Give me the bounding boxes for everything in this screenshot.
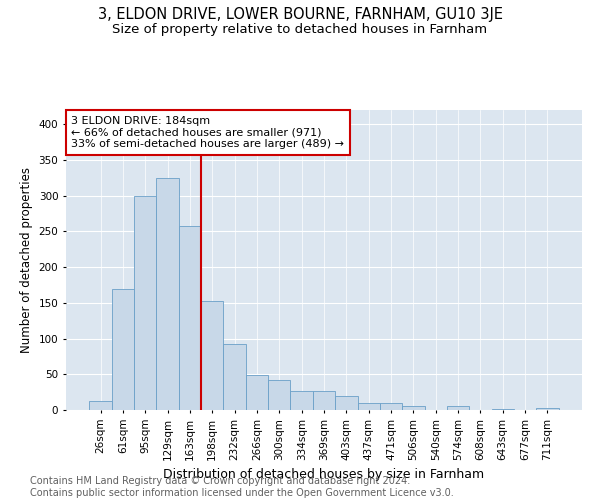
Text: Contains HM Land Registry data © Crown copyright and database right 2024.
Contai: Contains HM Land Registry data © Crown c… [30, 476, 454, 498]
Bar [268, 380, 290, 410]
Bar [179, 226, 201, 410]
X-axis label: Distribution of detached houses by size in Farnham: Distribution of detached houses by size … [163, 468, 485, 481]
Bar [223, 344, 246, 410]
Bar [358, 403, 380, 410]
Bar [313, 392, 335, 410]
Text: 3 ELDON DRIVE: 184sqm
← 66% of detached houses are smaller (971)
33% of semi-det: 3 ELDON DRIVE: 184sqm ← 66% of detached … [71, 116, 344, 149]
Text: 3, ELDON DRIVE, LOWER BOURNE, FARNHAM, GU10 3JE: 3, ELDON DRIVE, LOWER BOURNE, FARNHAM, G… [97, 8, 503, 22]
Text: Size of property relative to detached houses in Farnham: Size of property relative to detached ho… [112, 22, 488, 36]
Bar [447, 406, 469, 410]
Bar [246, 375, 268, 410]
Bar [402, 406, 425, 410]
Bar [380, 403, 402, 410]
Bar [201, 302, 223, 410]
Bar [134, 196, 157, 410]
Bar [536, 408, 559, 410]
Bar [89, 400, 112, 410]
Bar [112, 288, 134, 410]
Y-axis label: Number of detached properties: Number of detached properties [20, 167, 33, 353]
Bar [290, 392, 313, 410]
Bar [491, 408, 514, 410]
Bar [335, 396, 358, 410]
Bar [157, 178, 179, 410]
